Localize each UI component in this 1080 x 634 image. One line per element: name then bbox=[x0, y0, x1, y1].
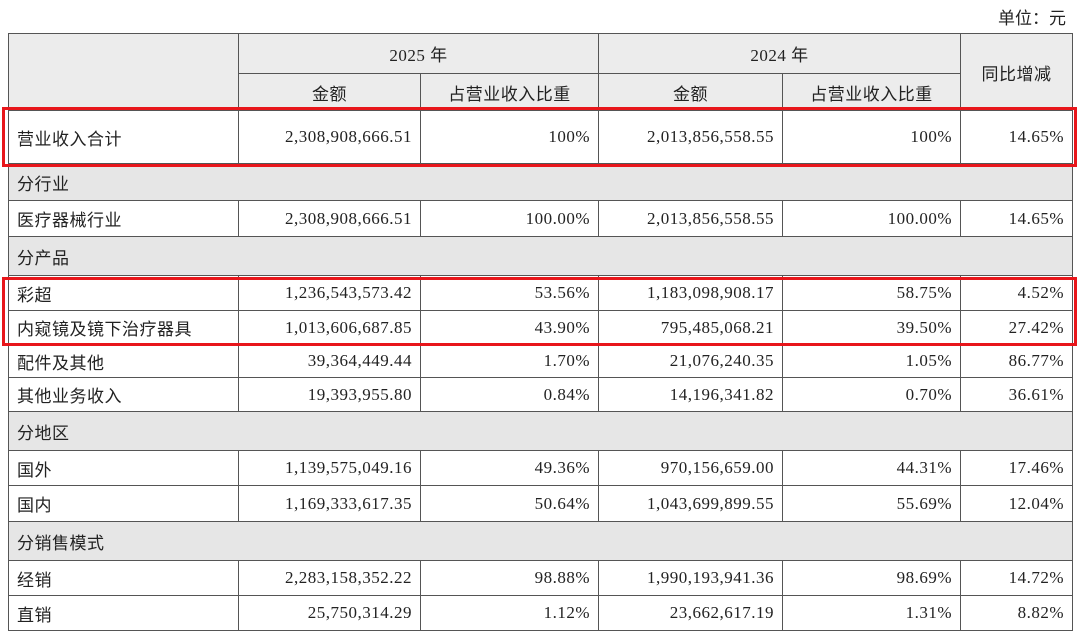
cell-value: 17.46% bbox=[960, 450, 1073, 486]
sub-header: 占营业收入比重 bbox=[782, 73, 961, 111]
row-label: 国外 bbox=[8, 450, 239, 486]
cell-value: 0.84% bbox=[420, 377, 599, 412]
row-label: 直销 bbox=[8, 595, 239, 631]
cell-value: 100% bbox=[782, 110, 961, 164]
cell-value: 8.82% bbox=[960, 595, 1073, 631]
row-label: 营业收入合计 bbox=[8, 110, 239, 164]
cell-value: 1.05% bbox=[782, 344, 961, 378]
sub-header: 占营业收入比重 bbox=[420, 73, 599, 111]
data-row: 国内 1,169,333,617.35 50.64% 1,043,699,899.55… bbox=[8, 485, 1073, 522]
cell-value: 795,485,068.21 bbox=[598, 310, 783, 345]
cell-value: 14.72% bbox=[960, 560, 1073, 596]
section-row: 分产品 bbox=[8, 236, 1073, 276]
cell-value: 1.70% bbox=[420, 344, 599, 378]
cell-value: 2,013,856,558.55 bbox=[598, 200, 783, 237]
cell-value: 98.88% bbox=[420, 560, 599, 596]
row-label: 其他业务收入 bbox=[8, 377, 239, 412]
row-label: 彩超 bbox=[8, 275, 239, 311]
revenue-table: 2025 年 2024 年 同比增减 金额 占营业收入比重 金额 占营业收入比重… bbox=[8, 33, 1073, 631]
cell-value: 1,236,543,573.42 bbox=[238, 275, 421, 311]
cell-value: 4.52% bbox=[960, 275, 1073, 311]
cell-value: 2,308,908,666.51 bbox=[238, 110, 421, 164]
year-header: 2025 年 bbox=[238, 33, 599, 74]
cell-value: 1,013,606,687.85 bbox=[238, 310, 421, 345]
data-row: 其他业务收入 19,393,955.80 0.84% 14,196,341.82 0.7… bbox=[8, 377, 1073, 412]
cell-value: 100.00% bbox=[420, 200, 599, 237]
cell-value: 12.04% bbox=[960, 485, 1073, 522]
cell-value: 1.12% bbox=[420, 595, 599, 631]
cell-value: 14.65% bbox=[960, 110, 1073, 164]
cell-value: 21,076,240.35 bbox=[598, 344, 783, 378]
cell-value: 19,393,955.80 bbox=[238, 377, 421, 412]
row-label: 医疗器械行业 bbox=[8, 200, 239, 237]
row-label: 国内 bbox=[8, 485, 239, 522]
sub-header: 金额 bbox=[598, 73, 783, 111]
cell-value: 23,662,617.19 bbox=[598, 595, 783, 631]
data-row: 经销 2,283,158,352.22 98.88% 1,990,193,941.36… bbox=[8, 560, 1073, 596]
cell-value: 14.65% bbox=[960, 200, 1073, 237]
cell-value: 14,196,341.82 bbox=[598, 377, 783, 412]
cell-value: 43.90% bbox=[420, 310, 599, 345]
section-row: 分地区 bbox=[8, 411, 1073, 451]
data-row: 配件及其他 39,364,449.44 1.70% 21,076,240.35 1.05… bbox=[8, 344, 1073, 378]
row-label: 配件及其他 bbox=[8, 344, 239, 378]
sub-header: 金额 bbox=[238, 73, 421, 111]
row-label: 内窥镜及镜下治疗器具 bbox=[8, 310, 239, 345]
data-row: 彩超 1,236,543,573.42 53.56% 1,183,098,908.17… bbox=[8, 275, 1073, 311]
cell-value: 100% bbox=[420, 110, 599, 164]
cell-value: 44.31% bbox=[782, 450, 961, 486]
section-label: 分销售模式 bbox=[8, 521, 1073, 561]
cell-value: 0.70% bbox=[782, 377, 961, 412]
cell-value: 39,364,449.44 bbox=[238, 344, 421, 378]
cell-value: 27.42% bbox=[960, 310, 1073, 345]
data-row: 医疗器械行业 2,308,908,666.51 100.00% 2,013,856,5… bbox=[8, 200, 1073, 237]
cell-value: 970,156,659.00 bbox=[598, 450, 783, 486]
data-row: 国外 1,139,575,049.16 49.36% 970,156,659.00 44… bbox=[8, 450, 1073, 486]
cell-value: 25,750,314.29 bbox=[238, 595, 421, 631]
cell-value: 1,183,098,908.17 bbox=[598, 275, 783, 311]
cell-value: 100.00% bbox=[782, 200, 961, 237]
corner-cell bbox=[8, 33, 239, 111]
cell-value: 86.77% bbox=[960, 344, 1073, 378]
cell-value: 58.75% bbox=[782, 275, 961, 311]
section-row: 分销售模式 bbox=[8, 521, 1073, 561]
data-row: 内窥镜及镜下治疗器具 1,013,606,687.85 43.90% 795,485,… bbox=[8, 310, 1073, 345]
cell-value: 1,990,193,941.36 bbox=[598, 560, 783, 596]
section-row: 分行业 bbox=[8, 163, 1073, 201]
cell-value: 2,283,158,352.22 bbox=[238, 560, 421, 596]
cell-value: 2,013,856,558.55 bbox=[598, 110, 783, 164]
section-label: 分地区 bbox=[8, 411, 1073, 451]
cell-value: 53.56% bbox=[420, 275, 599, 311]
cell-value: 49.36% bbox=[420, 450, 599, 486]
unit-label: 单位：元 bbox=[998, 9, 1066, 28]
cell-value: 1,043,699,899.55 bbox=[598, 485, 783, 522]
section-label: 分行业 bbox=[8, 163, 1073, 201]
cell-value: 1,139,575,049.16 bbox=[238, 450, 421, 486]
data-row: 营业收入合计 2,308,908,666.51 100% 2,013,856,558.… bbox=[8, 110, 1073, 164]
cell-value: 1,169,333,617.35 bbox=[238, 485, 421, 522]
cell-value: 98.69% bbox=[782, 560, 961, 596]
cell-value: 36.61% bbox=[960, 377, 1073, 412]
yoy-header: 同比增减 bbox=[960, 33, 1073, 111]
section-label: 分产品 bbox=[8, 236, 1073, 276]
cell-value: 2,308,908,666.51 bbox=[238, 200, 421, 237]
data-row: 直销 25,750,314.29 1.12% 23,662,617.19 1.31% 8.… bbox=[8, 595, 1073, 631]
row-label: 经销 bbox=[8, 560, 239, 596]
cell-value: 55.69% bbox=[782, 485, 961, 522]
year-header: 2024 年 bbox=[598, 33, 961, 74]
cell-value: 39.50% bbox=[782, 310, 961, 345]
cell-value: 50.64% bbox=[420, 485, 599, 522]
cell-value: 1.31% bbox=[782, 595, 961, 631]
